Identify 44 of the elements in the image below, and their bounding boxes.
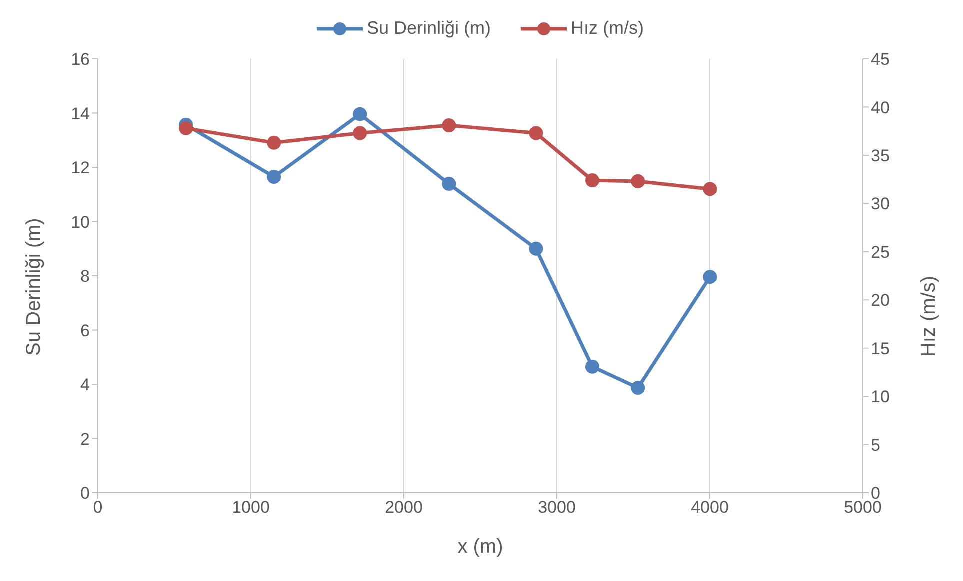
y-tick-label: 14 <box>71 104 90 124</box>
x-tick-label: 4000 <box>691 498 729 518</box>
y2-tick-label: 45 <box>871 50 890 70</box>
y-tick-label: 8 <box>80 267 90 286</box>
y-tick-label: 4 <box>80 376 90 395</box>
x-axis-title: x (m) <box>458 536 504 558</box>
y2-tick-label: 40 <box>871 98 890 118</box>
point <box>267 136 282 150</box>
point <box>267 170 282 184</box>
point <box>585 174 600 188</box>
point <box>631 174 646 188</box>
y2-tick-label: 10 <box>871 388 890 407</box>
point <box>179 121 194 136</box>
point <box>631 381 646 396</box>
y2-tick-label: 30 <box>871 194 890 214</box>
y-tick-label: 16 <box>71 50 90 70</box>
y-axis-title: Su Derinliği (m) <box>23 218 46 356</box>
point <box>442 177 456 192</box>
y2-tick-label: 20 <box>871 291 890 310</box>
x-tick-label: 3000 <box>538 498 576 518</box>
legend-label: Hız (m/s) <box>571 18 644 39</box>
x-tick-label: 0 <box>93 498 103 518</box>
y2-tick-label: 35 <box>871 146 890 166</box>
y2-tick-label: 5 <box>871 436 880 455</box>
y-tick-label: 2 <box>80 430 90 449</box>
point <box>353 126 368 140</box>
point <box>703 182 718 196</box>
y-tick-label: 6 <box>80 321 90 340</box>
point <box>585 360 600 374</box>
point <box>529 126 544 140</box>
legend-label: Su Derinliği (m) <box>366 18 492 39</box>
y-tick-label: 0 <box>80 484 90 504</box>
point <box>353 107 368 122</box>
x-tick-label: 2000 <box>385 498 423 518</box>
x-tick-label: 5000 <box>844 498 882 518</box>
x-tick-label: 1000 <box>232 498 270 518</box>
y-tick-label: 10 <box>71 212 90 232</box>
point <box>529 242 544 256</box>
y-tick-label: 12 <box>71 158 90 178</box>
y2-axis-title: Hız (m/s) <box>918 276 940 358</box>
point <box>442 118 456 133</box>
y2-tick-label: 15 <box>871 339 890 358</box>
point <box>703 270 718 284</box>
y2-tick-label: 25 <box>871 242 890 262</box>
